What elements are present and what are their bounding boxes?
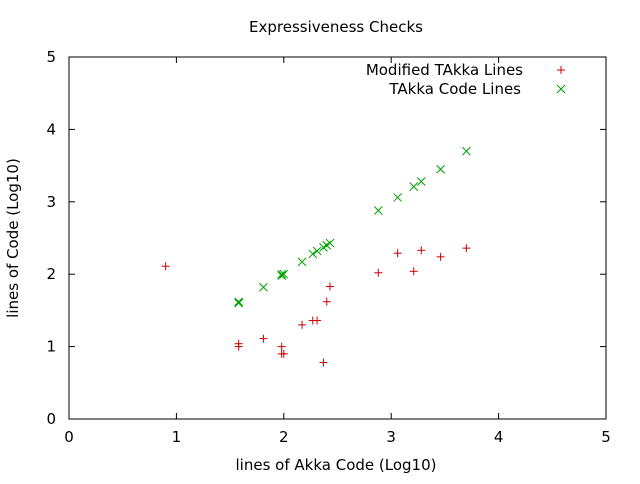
cross-point	[393, 193, 402, 202]
x-axis-label: lines of Akka Code (Log10)	[236, 456, 437, 474]
y-tick-label: 3	[46, 193, 56, 211]
cross-point	[234, 297, 244, 307]
legend-label-takka-code-lines: TAkka Code Lines	[388, 80, 521, 98]
cross-point	[259, 282, 268, 292]
plus-point	[409, 267, 418, 276]
chart-title: Expressiveness Checks	[249, 18, 423, 36]
legend-marker-cross	[556, 84, 566, 94]
legend: Modified TAkka Lines TAkka Code Lines	[366, 61, 566, 98]
x-tick-label: 5	[601, 428, 611, 446]
cross-point	[279, 269, 289, 279]
series-layer	[161, 146, 471, 367]
plus-point	[298, 320, 307, 329]
plus-point	[462, 244, 471, 253]
plus-point	[325, 282, 334, 291]
y-tick-label: 1	[46, 338, 56, 356]
plot-frame	[68, 56, 607, 420]
cross-point	[277, 269, 287, 279]
y-tick-label: 4	[46, 120, 56, 138]
legend-label-modified-takka-lines: Modified TAkka Lines	[366, 61, 523, 79]
x-tick-label: 4	[494, 428, 504, 446]
y-axis-ticks: 0 1 2 3 4 5	[46, 48, 606, 428]
x-axis-ticks: 0 1 2 3 4 5	[64, 57, 611, 446]
cross-point	[234, 298, 244, 308]
x-tick-label: 1	[172, 428, 182, 446]
cross-point	[436, 164, 445, 174]
y-tick-label: 0	[46, 410, 56, 428]
plus-point	[277, 342, 286, 351]
x-tick-label: 0	[64, 428, 74, 446]
plus-point	[319, 358, 328, 367]
cross-point	[416, 177, 426, 186]
cross-point	[297, 257, 307, 267]
plus-point	[259, 334, 268, 343]
cross-point	[409, 182, 419, 191]
plus-point	[393, 249, 402, 258]
plus-point	[313, 316, 322, 325]
plus-point	[374, 268, 383, 277]
cross-point	[308, 249, 318, 259]
y-tick-label: 2	[46, 265, 56, 283]
legend-markers	[556, 66, 566, 94]
cross-point	[462, 146, 471, 156]
plus-point	[322, 297, 331, 306]
plus-point	[234, 339, 243, 348]
legend-marker-plus	[557, 66, 565, 74]
plus-point	[279, 349, 288, 358]
plus-point	[161, 262, 170, 271]
y-axis-label: lines of Code (Log10)	[4, 158, 22, 318]
cross-point	[312, 246, 322, 256]
plus-point	[436, 252, 445, 261]
cross-point	[373, 206, 383, 215]
plot-border	[68, 56, 607, 420]
plus-point	[417, 246, 426, 255]
y-tick-label: 5	[46, 48, 56, 66]
x-tick-label: 3	[386, 428, 396, 446]
cross-point	[325, 238, 335, 248]
x-tick-label: 2	[279, 428, 289, 446]
series-modified-takka-lines	[161, 244, 471, 367]
series-takka-code-lines	[234, 146, 471, 308]
